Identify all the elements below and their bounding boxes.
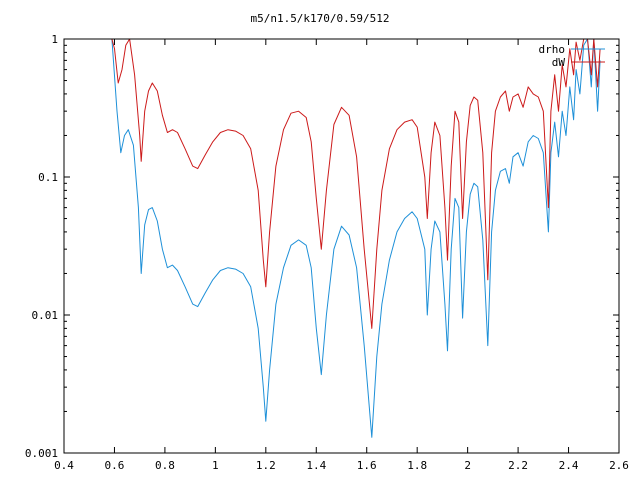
x-tick-label: 0.4 <box>54 459 74 472</box>
x-tick-label: 2.6 <box>609 459 629 472</box>
x-tick-label: 1.4 <box>306 459 326 472</box>
legend-label-drho: drho <box>539 43 566 56</box>
x-tick-label: 2.4 <box>559 459 579 472</box>
x-tick-label: 1.2 <box>256 459 276 472</box>
x-tick-label: 1 <box>212 459 219 472</box>
legend-label-dW: dW <box>552 56 566 69</box>
y-tick-label: 1 <box>51 33 58 46</box>
ticks-layer: 0.4 0.6 0.8 1 1.2 1.4 1.6 1.8 2 2.2 2.4 2.6 0.001 0.0… <box>25 33 629 472</box>
series-line-dW <box>111 38 601 329</box>
x-tick-label: 2.2 <box>508 459 528 472</box>
x-tick-label: 0.8 <box>155 459 175 472</box>
series-line-drho <box>111 38 601 438</box>
y-tick-label: 0.001 <box>25 447 58 460</box>
x-tick-label: 1.6 <box>357 459 377 472</box>
series-layer <box>111 38 601 438</box>
y-tick-label: 0.01 <box>32 309 59 322</box>
plot-frame <box>63 38 620 454</box>
chart-title: m5/n1.5/k170/0.59/512 <box>250 12 389 25</box>
x-tick-label: 1.8 <box>407 459 427 472</box>
x-tick-label: 0.6 <box>105 459 125 472</box>
x-tick-label: 2 <box>464 459 471 472</box>
y-tick-label: 0.1 <box>38 171 58 184</box>
